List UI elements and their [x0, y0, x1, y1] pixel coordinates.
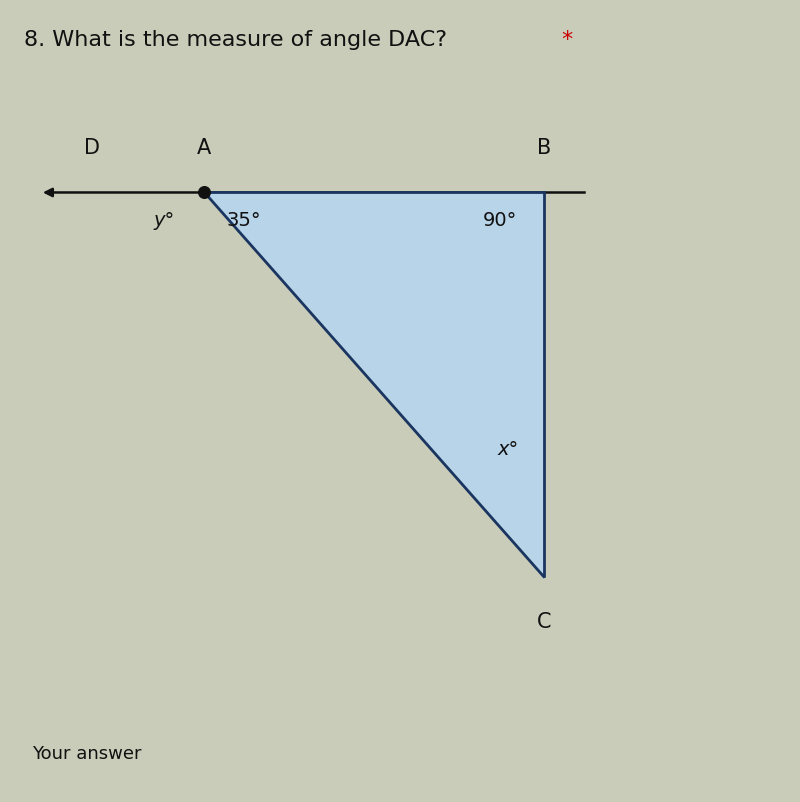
- Text: *: *: [562, 30, 573, 50]
- Text: C: C: [537, 612, 551, 631]
- Text: 8. What is the measure of angle DAC?: 8. What is the measure of angle DAC?: [24, 30, 454, 50]
- Text: D: D: [84, 139, 100, 158]
- Text: A: A: [197, 139, 211, 158]
- Text: Your answer: Your answer: [32, 745, 142, 763]
- Text: 35°: 35°: [226, 211, 262, 230]
- Point: [198, 186, 210, 199]
- Text: 90°: 90°: [483, 211, 517, 230]
- Text: x°: x°: [498, 439, 518, 459]
- Polygon shape: [204, 192, 544, 577]
- Text: y°: y°: [154, 211, 174, 230]
- Text: B: B: [537, 139, 551, 158]
